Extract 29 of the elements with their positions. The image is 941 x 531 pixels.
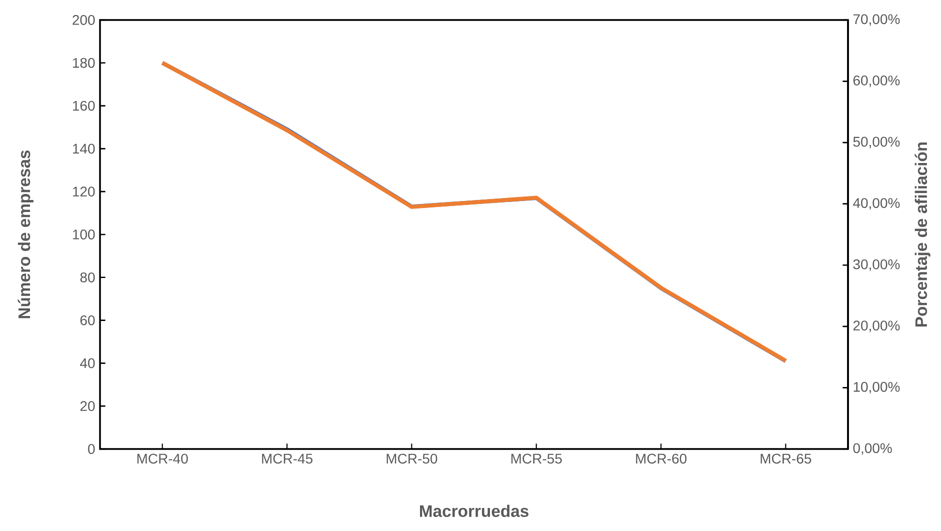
y2-tick-label: 30,00% bbox=[853, 259, 900, 271]
y-tick-label: 80 bbox=[80, 272, 95, 282]
x-tick-label: MCR-50 bbox=[386, 454, 438, 464]
y-tick-label: 20 bbox=[80, 401, 95, 412]
y-tick-label: 160 bbox=[73, 100, 95, 111]
y2-axis-title: Porcentaje de afiliación bbox=[914, 142, 930, 326]
y2-tick-label: 0,00% bbox=[853, 443, 892, 455]
y2-tick-label: 50,00% bbox=[853, 136, 900, 148]
y-tick-label: 100 bbox=[73, 230, 95, 240]
y-tick-label: 120 bbox=[73, 186, 95, 197]
x-tick-label: MCR-55 bbox=[511, 454, 562, 464]
y2-tick-label: 70,00% bbox=[853, 14, 900, 26]
y-tick-label: 140 bbox=[73, 144, 95, 154]
y-tick-label: 200 bbox=[72, 15, 95, 25]
x-axis-title: Macrorruedas bbox=[420, 504, 528, 518]
x-tick-label: MCR-60 bbox=[636, 454, 687, 464]
line-series bbox=[160, 60, 788, 363]
y-tick-label: 180 bbox=[73, 58, 95, 68]
x-tick-label: MCR-40 bbox=[137, 454, 188, 464]
y-tick-label: 0 bbox=[88, 444, 95, 454]
y-tick-label: 40 bbox=[80, 358, 95, 368]
x-tick-label: MCR-65 bbox=[760, 454, 812, 464]
y-axis-title: Número de empresas bbox=[18, 150, 34, 318]
x-tick-label: MCR-45 bbox=[262, 454, 312, 464]
y2-tick-label: 40,00% bbox=[853, 198, 900, 210]
y2-tick-label: 60,00% bbox=[853, 76, 900, 88]
y2-tick-label: 10,00% bbox=[854, 382, 900, 394]
y2-tick-label: 20,00% bbox=[853, 320, 900, 332]
y-tick-label: 60 bbox=[80, 315, 95, 326]
